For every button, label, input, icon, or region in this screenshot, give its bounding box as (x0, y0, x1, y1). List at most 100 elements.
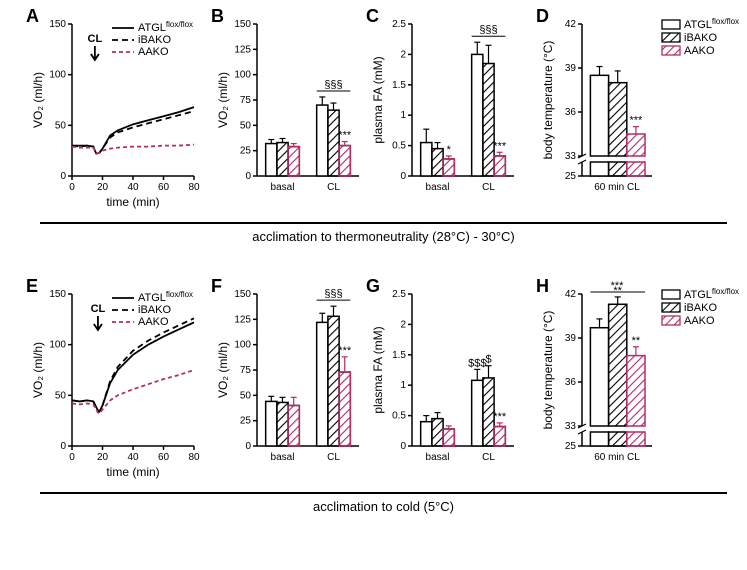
svg-text:CL: CL (482, 182, 495, 193)
svg-text:36: 36 (565, 107, 577, 118)
panel-label: A (26, 6, 39, 27)
svg-text:75: 75 (240, 365, 252, 376)
svg-text:150: 150 (49, 19, 66, 30)
svg-text:time (min): time (min) (106, 195, 159, 209)
svg-text:CL: CL (482, 452, 495, 463)
svg-text:0: 0 (245, 171, 251, 182)
svg-text:***: *** (629, 115, 643, 127)
svg-text:50: 50 (240, 390, 252, 401)
svg-text:36: 36 (565, 377, 577, 388)
svg-text:0: 0 (69, 452, 75, 463)
svg-text:basal: basal (271, 452, 295, 463)
svg-text:**: ** (632, 335, 641, 347)
svg-text:2: 2 (400, 49, 406, 60)
svg-text:25: 25 (565, 441, 577, 452)
svg-text:iBAKO: iBAKO (138, 34, 171, 46)
svg-text:42: 42 (565, 289, 577, 300)
svg-text:40: 40 (127, 182, 139, 193)
svg-text:iBAKO: iBAKO (684, 32, 717, 44)
svg-text:CL: CL (88, 33, 103, 45)
svg-text:1.5: 1.5 (392, 350, 406, 361)
panel-label: B (211, 6, 224, 27)
panel-label: G (366, 276, 380, 297)
svg-text:***: *** (338, 130, 352, 142)
svg-text:33: 33 (565, 421, 577, 432)
svg-text:CL: CL (91, 303, 106, 315)
svg-text:100: 100 (49, 70, 66, 81)
svg-text:100: 100 (234, 70, 251, 81)
svg-text:0: 0 (400, 441, 406, 452)
svg-text:0: 0 (60, 441, 66, 452)
svg-text:ATGLflox/flox: ATGLflox/flox (138, 20, 193, 35)
svg-text:***: *** (338, 345, 352, 357)
svg-text:42: 42 (565, 19, 577, 30)
svg-text:2.5: 2.5 (392, 289, 406, 300)
svg-text:39: 39 (565, 63, 577, 74)
svg-text:80: 80 (188, 452, 200, 463)
svg-text:AAKO: AAKO (138, 46, 169, 58)
acclimation-text: acclimation to cold (5°C) (313, 499, 454, 514)
svg-text:50: 50 (55, 120, 67, 131)
panel-label: F (211, 276, 222, 297)
svg-text:ATGLflox/flox: ATGLflox/flox (684, 287, 739, 302)
svg-text:100: 100 (234, 340, 251, 351)
svg-text:***: *** (611, 280, 625, 292)
svg-text:0: 0 (245, 441, 251, 452)
panel-label: D (536, 6, 549, 27)
svg-text:75: 75 (240, 95, 252, 106)
svg-text:60: 60 (158, 182, 170, 193)
svg-text:25: 25 (565, 171, 577, 182)
svg-text:80: 80 (188, 182, 200, 193)
svg-text:20: 20 (97, 452, 109, 463)
svg-text:iBAKO: iBAKO (138, 304, 171, 316)
figure: 050100150020406080time (min)VO₂ (ml/h)CL… (10, 10, 737, 560)
svg-text:2: 2 (400, 319, 406, 330)
svg-text:body temperature (°C): body temperature (°C) (541, 41, 555, 160)
panel-label: H (536, 276, 549, 297)
svg-text:1: 1 (400, 380, 406, 391)
svg-text:VO₂ (ml/h): VO₂ (ml/h) (31, 72, 45, 128)
svg-text:60: 60 (158, 452, 170, 463)
svg-text:40: 40 (127, 452, 139, 463)
svg-text:plasma FA (mM): plasma FA (mM) (371, 56, 385, 143)
svg-text:body temperature (°C): body temperature (°C) (541, 311, 555, 430)
panel-label: C (366, 6, 379, 27)
svg-text:AAKO: AAKO (138, 316, 169, 328)
svg-text:plasma FA (mM): plasma FA (mM) (371, 326, 385, 413)
svg-text:150: 150 (234, 19, 251, 30)
svg-text:***: *** (493, 411, 507, 423)
svg-text:150: 150 (49, 289, 66, 300)
svg-text:*: * (447, 144, 452, 156)
svg-text:CL: CL (327, 182, 340, 193)
svg-text:$$$: $$$ (468, 357, 486, 369)
svg-text:60 min CL: 60 min CL (594, 182, 640, 193)
svg-text:basal: basal (271, 182, 295, 193)
svg-text:ATGLflox/flox: ATGLflox/flox (138, 290, 193, 305)
acclimation-text: acclimation to thermoneutrality (28°C) -… (252, 229, 515, 244)
svg-text:VO₂ (ml/h): VO₂ (ml/h) (31, 342, 45, 398)
svg-text:1.5: 1.5 (392, 80, 406, 91)
row-cold: 050100150020406080time (min)VO₂ (ml/h)CL… (10, 280, 737, 520)
svg-text:***: *** (493, 140, 507, 152)
svg-text:50: 50 (55, 390, 67, 401)
svg-text:AAKO: AAKO (684, 315, 715, 327)
svg-text:125: 125 (234, 314, 251, 325)
svg-text:125: 125 (234, 44, 251, 55)
svg-text:VO₂ (ml/h): VO₂ (ml/h) (216, 72, 230, 128)
svg-text:§§§: §§§ (479, 24, 497, 36)
svg-text:39: 39 (565, 333, 577, 344)
acclimation-label-thermoneutral: acclimation to thermoneutrality (28°C) -… (40, 222, 727, 252)
svg-text:33: 33 (565, 151, 577, 162)
svg-text:150: 150 (234, 289, 251, 300)
svg-text:0.5: 0.5 (392, 411, 406, 422)
svg-text:basal: basal (426, 452, 450, 463)
svg-text:0: 0 (69, 182, 75, 193)
svg-text:50: 50 (240, 120, 252, 131)
svg-text:time (min): time (min) (106, 465, 159, 479)
svg-text:20: 20 (97, 182, 109, 193)
svg-text:iBAKO: iBAKO (684, 302, 717, 314)
svg-text:§§§: §§§ (324, 79, 342, 91)
svg-text:0: 0 (400, 171, 406, 182)
svg-text:§§§: §§§ (324, 288, 342, 300)
svg-text:25: 25 (240, 146, 252, 157)
